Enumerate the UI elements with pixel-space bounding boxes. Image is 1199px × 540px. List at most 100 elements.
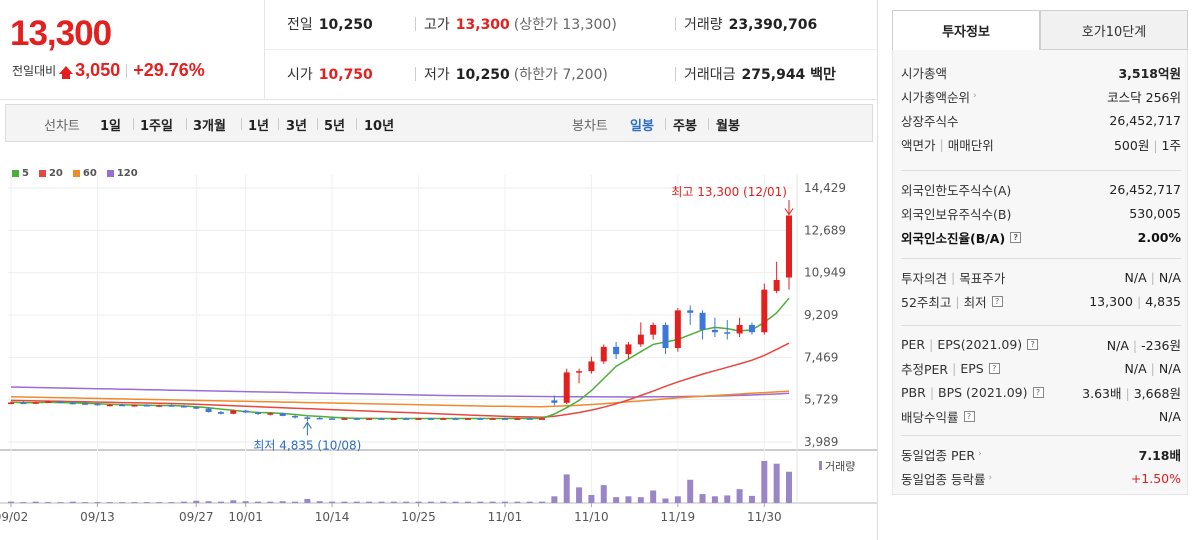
tab-1w[interactable]: 1주일: [140, 119, 173, 134]
y-tick-label: 14,429: [804, 181, 846, 195]
x-tick-label: 10/01: [228, 510, 263, 524]
candle-body: [440, 418, 447, 420]
help-icon[interactable]: ?: [1032, 386, 1044, 398]
tab-1d[interactable]: 1일: [100, 119, 122, 134]
info-value: 3.63배 | 3,668원: [1082, 383, 1181, 402]
divider: |: [952, 360, 957, 376]
candle-body: [267, 413, 274, 415]
divider: |: [1136, 293, 1142, 309]
info-label: 투자의견 | 목표주가: [901, 268, 1005, 287]
candlestick-chart[interactable]: 14,429 12,689 10,949 9,209 7,469 5,729 3,989 09…: [0, 160, 877, 540]
info-row: 외국인보유주식수(B) 530,005: [901, 201, 1181, 225]
stat-value: 23,390,706: [728, 17, 818, 33]
candle-body: [514, 418, 521, 420]
tab-3y[interactable]: 3년: [286, 119, 308, 134]
candle-body: [168, 405, 175, 407]
info-value-text: 3,518억원: [1118, 65, 1181, 81]
info-label-text: 상장주식수: [901, 113, 959, 129]
divider: [126, 63, 128, 78]
info-row: 52주최고 | 최저? 13,300 | 4,835: [901, 289, 1181, 313]
help-icon[interactable]: ?: [1027, 338, 1039, 350]
info-value: 26,452,717: [1109, 113, 1181, 128]
divider: |: [951, 269, 956, 285]
info-value: 2.00%: [1138, 230, 1181, 245]
candle-body: [329, 418, 336, 420]
divider: [665, 118, 666, 130]
x-tick-label: 11/19: [661, 510, 696, 524]
tab-1y[interactable]: 1년: [248, 119, 270, 134]
tab-5y[interactable]: 5년: [324, 119, 346, 134]
tab-investment-info[interactable]: 투자정보: [892, 10, 1040, 50]
x-tick-label: 09/27: [179, 510, 214, 524]
tab-daily[interactable]: 일봉: [630, 119, 654, 134]
tab-10y[interactable]: 10년: [364, 119, 395, 134]
price-change: 전일대비 3,050 +29.76%: [12, 60, 205, 81]
info-label-text: 동일업종 등락률: [901, 471, 986, 487]
candle-body: [8, 402, 14, 405]
candle-body: [45, 401, 52, 403]
legend-ma20: 20: [38, 168, 63, 179]
info-label: 52주최고 | 최저?: [901, 292, 1003, 311]
info-value: 530,005: [1129, 206, 1181, 221]
info-value: N/A | -236원: [1107, 335, 1181, 354]
info-label-text: 목표주가: [959, 270, 1006, 286]
volume-bar: [588, 494, 595, 503]
high-arrow-icon: [784, 208, 794, 216]
ma60-line: [10, 390, 790, 408]
info-value-text: 2.00%: [1137, 229, 1181, 245]
x-tick-label: 11/01: [488, 510, 523, 524]
legend-swatch: [106, 170, 114, 177]
candle-body: [637, 334, 644, 345]
legend-label: 20: [48, 168, 63, 179]
info-row: 배당수익률? N/A: [901, 404, 1181, 428]
info-label-text: 매매단위: [947, 137, 994, 153]
legend-label: 5: [22, 168, 29, 179]
tab-monthly[interactable]: 월봉: [716, 119, 740, 134]
volume-bar: [8, 501, 14, 503]
volume-bar: [143, 502, 150, 504]
chevron-right-icon[interactable]: ›: [978, 449, 982, 459]
candle-body: [205, 408, 212, 413]
legend-swatch: [72, 170, 80, 177]
volume-bar: [57, 502, 64, 504]
candle-body: [650, 324, 657, 335]
volume-bar: [304, 498, 311, 503]
volume-bar: [563, 474, 570, 503]
stats-row-1: 전일 10,250 고가 13,300 (상한가 13,300) 거래량 23,390,…: [265, 0, 877, 50]
info-value-text: N/A: [1124, 360, 1147, 376]
info-row: 외국인소진율(B/A)? 2.00%: [901, 225, 1181, 249]
tab-order-book[interactable]: 호가10단계: [1040, 10, 1188, 50]
chevron-right-icon[interactable]: ›: [973, 91, 977, 101]
divider: |: [1153, 137, 1158, 153]
info-label-text: 투자의견: [901, 270, 948, 286]
volume-bar: [440, 501, 447, 503]
info-value-text: N/A: [1124, 269, 1147, 285]
divider: [186, 118, 187, 130]
candle-body: [403, 418, 410, 420]
lower-limit: (하한가 7,200): [513, 67, 608, 83]
help-icon[interactable]: ?: [963, 410, 975, 422]
candle-body: [539, 418, 546, 420]
divider: |: [929, 384, 935, 400]
x-tick-label: 09/13: [80, 510, 115, 524]
info-label: 동일업종 등락률 ›: [901, 469, 992, 488]
info-section: 투자의견 | 목표주가 N/A | N/A 52주최고 | 최저? 13,300 | 4,835: [901, 258, 1181, 313]
divider: [675, 17, 676, 31]
candle-body: [576, 371, 583, 373]
info-panel: 투자정보 호가10단계 시가총액 3,518억원 시가총액순위 › 코스닥 256위 상장…: [877, 0, 1199, 540]
stat-label: 전일: [287, 17, 313, 33]
info-label-text: 52주최고: [901, 294, 952, 310]
info-value: N/A | N/A: [1125, 361, 1181, 376]
help-icon[interactable]: ?: [991, 295, 1003, 307]
tab-weekly[interactable]: 주봉: [673, 119, 697, 134]
volume-bar: [390, 501, 397, 503]
info-value-text: 4,835: [1145, 293, 1181, 309]
tab-3m[interactable]: 3개월: [193, 119, 226, 134]
candle-body: [526, 418, 533, 420]
chevron-right-icon[interactable]: ›: [988, 473, 993, 483]
help-icon[interactable]: ?: [1010, 231, 1022, 243]
volume-bar: [254, 501, 261, 503]
volume-bar: [761, 461, 768, 503]
help-icon[interactable]: ?: [988, 362, 1000, 374]
info-label: 상장주식수: [901, 111, 959, 130]
